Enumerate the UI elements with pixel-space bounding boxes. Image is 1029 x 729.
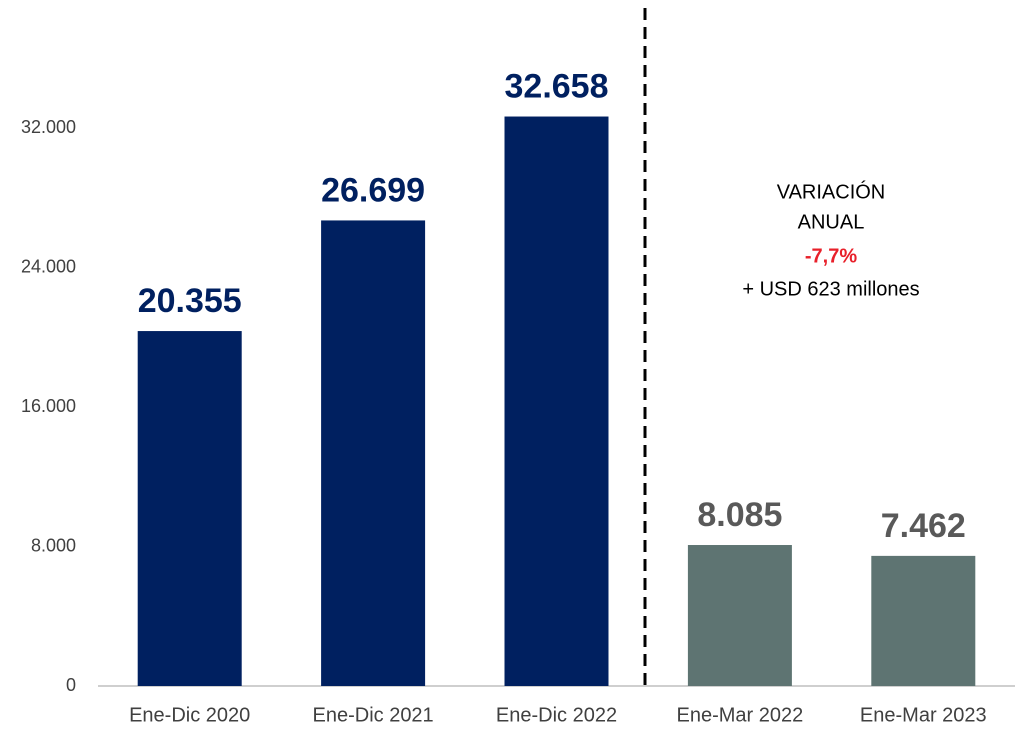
x-tick-label: Ene-Mar 2022 — [677, 704, 804, 726]
x-tick-label: Ene-Dic 2020 — [129, 704, 250, 726]
y-tick-label: 32.000 — [21, 117, 76, 137]
bar — [137, 331, 242, 686]
y-tick-label: 16.000 — [21, 396, 76, 416]
x-tick-label: Ene-Mar 2023 — [860, 704, 987, 726]
bar — [871, 555, 976, 686]
value-label: 26.699 — [321, 171, 425, 209]
value-label: 8.085 — [697, 496, 782, 534]
value-label: 32.658 — [505, 68, 609, 106]
y-tick-label: 0 — [66, 675, 76, 695]
bar — [687, 545, 792, 686]
bar — [321, 220, 426, 686]
value-label: 7.462 — [881, 507, 966, 545]
y-tick-label: 8.000 — [31, 535, 76, 555]
y-tick-label: 24.000 — [21, 256, 76, 276]
value-label: 20.355 — [138, 282, 242, 320]
x-tick-label: Ene-Dic 2022 — [496, 704, 617, 726]
annotation-detail: + USD 623 millones — [742, 278, 919, 300]
annotation-change: -7,7% — [805, 245, 857, 267]
annotation-line: VARIACIÓN — [777, 180, 886, 203]
x-tick-label: Ene-Dic 2021 — [313, 704, 434, 726]
annotation-line: ANUAL — [798, 211, 865, 233]
bar — [504, 116, 609, 686]
